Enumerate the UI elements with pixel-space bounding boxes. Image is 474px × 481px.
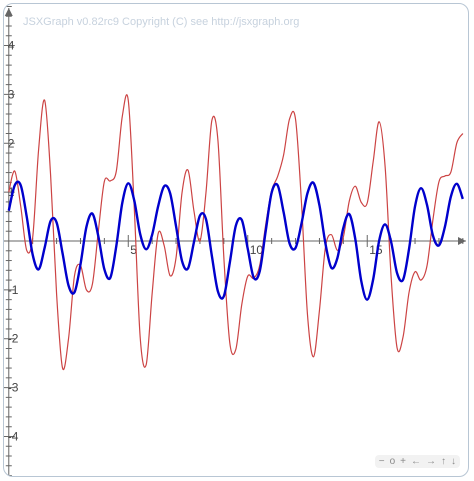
y-tick-label: 3 bbox=[8, 87, 15, 101]
zoom-reset-button[interactable]: o bbox=[389, 456, 396, 467]
series-blue-curve bbox=[7, 180, 464, 301]
y-tick-label: -4 bbox=[8, 429, 19, 443]
plot-canvas[interactable]: 5 10 15 -4 -3 -2 -1 1 2 3 4 bbox=[4, 4, 469, 477]
pan-up-button[interactable]: ↑ bbox=[441, 456, 446, 467]
y-tick-label: 2 bbox=[8, 136, 15, 150]
x-tick-label: 15 bbox=[369, 243, 383, 257]
y-tick-label: -2 bbox=[8, 332, 19, 346]
x-axis-arrow bbox=[458, 237, 466, 245]
y-tick-label: 4 bbox=[8, 39, 15, 53]
y-tick-label: 1 bbox=[8, 185, 15, 199]
zoom-out-button[interactable]: − bbox=[378, 456, 385, 467]
x-tick-label: 10 bbox=[250, 243, 264, 257]
zoom-in-button[interactable]: + bbox=[400, 456, 406, 467]
jsxgraph-board[interactable]: 5 10 15 -4 -3 -2 -1 1 2 3 4 JSXGraph v0.82rc9 Copy… bbox=[3, 3, 469, 477]
y-axis-arrow bbox=[4, 8, 13, 16]
pan-left-button[interactable]: ← bbox=[411, 456, 421, 467]
pan-right-button[interactable]: → bbox=[426, 456, 436, 467]
y-tick-label: -3 bbox=[8, 381, 19, 395]
series-red-curve bbox=[8, 94, 464, 371]
y-tick-label: -1 bbox=[8, 283, 19, 297]
x-tick-label: 5 bbox=[130, 243, 137, 257]
copyright-text: JSXGraph v0.82rc9 Copyright (C) see http… bbox=[23, 16, 300, 28]
navigation-bar: − o + ← → ↑ ↓ bbox=[374, 455, 460, 468]
pan-down-button[interactable]: ↓ bbox=[451, 456, 456, 467]
